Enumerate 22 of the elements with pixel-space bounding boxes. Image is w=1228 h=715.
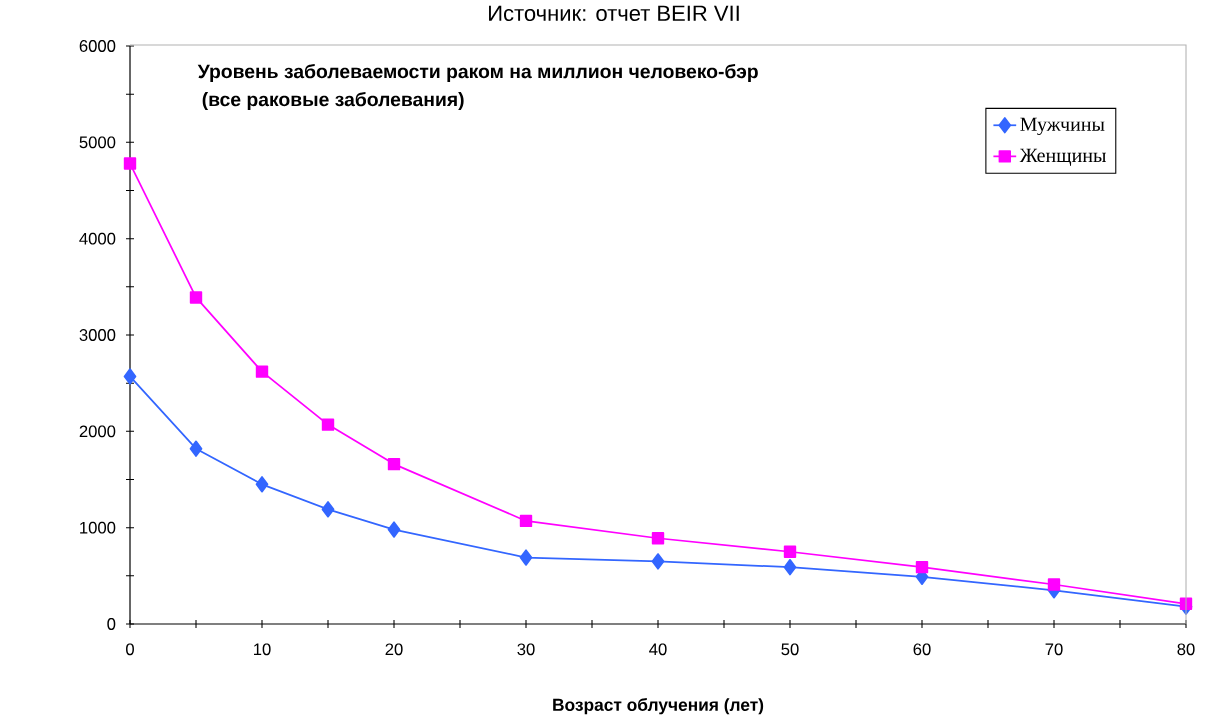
y-tick-label: 6000 xyxy=(79,40,116,52)
x-tick-label: 20 xyxy=(385,643,403,656)
x-tick-label: 40 xyxy=(649,643,667,656)
y-tick-label: 4000 xyxy=(79,232,116,245)
x-tick-label: 10 xyxy=(254,643,271,656)
y-tick-label: 1000 xyxy=(80,521,116,534)
y-tick-label: 2000 xyxy=(79,425,116,438)
x-axis-title: Возраст облучения (лет) xyxy=(553,698,764,715)
y-tick-label: 5000 xyxy=(79,136,116,149)
legend-label: Женщины xyxy=(1019,148,1106,167)
y-tick-label: 0 xyxy=(107,618,116,630)
x-tick-label: 50 xyxy=(781,643,799,656)
x-tick-label: 80 xyxy=(1177,643,1195,656)
text: (все раковые заболевания) xyxy=(202,91,464,111)
x-tick-label: 70 xyxy=(1045,643,1063,656)
x-tick-label: 60 xyxy=(913,643,931,656)
x-tick-label: 30 xyxy=(517,643,535,656)
y-tick-label: 3000 xyxy=(79,329,116,341)
legend-label: Мужчины xyxy=(1020,117,1105,136)
x-tick-label: 0 xyxy=(126,643,134,656)
text: Уровень заболеваемости раком на миллион человеко-бэр xyxy=(197,63,758,83)
text: Источник: отчет BEIR VII xyxy=(489,5,739,22)
